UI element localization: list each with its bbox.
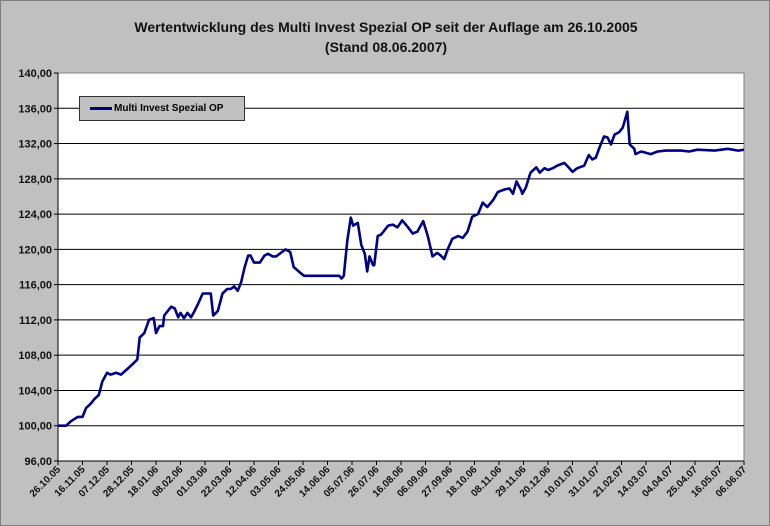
- plot-area: [57, 72, 745, 462]
- y-tick-label: 112,00: [19, 315, 52, 327]
- legend-label: Multi Invest Spezial OP: [114, 103, 224, 114]
- y-tick-label: 140,00: [18, 68, 52, 80]
- subtitle-line: (Stand 08.06.2007): [324, 39, 448, 55]
- legend-swatch: [90, 107, 112, 110]
- y-tick-label: 136,00: [18, 103, 52, 115]
- legend: Multi Invest Spezial OP: [79, 96, 245, 121]
- series-line: [58, 110, 745, 428]
- y-tick-label: 96,00: [24, 456, 52, 468]
- y-tick-label: 128,00: [18, 174, 52, 186]
- y-tick-label: 104,00: [18, 385, 52, 397]
- y-tick-label: 124,00: [18, 209, 52, 221]
- chart-title: Wertentwicklung des Multi Invest Spezial…: [1, 17, 769, 57]
- title-line: Wertentwicklung des Multi Invest Spezial…: [134, 19, 638, 35]
- y-tick-label: 100,00: [18, 421, 52, 433]
- y-tick-label: 116,00: [19, 280, 52, 292]
- y-tick-label: 108,00: [18, 350, 52, 362]
- y-tick-label: 120,00: [18, 244, 52, 256]
- y-tick-label: 132,00: [18, 139, 52, 151]
